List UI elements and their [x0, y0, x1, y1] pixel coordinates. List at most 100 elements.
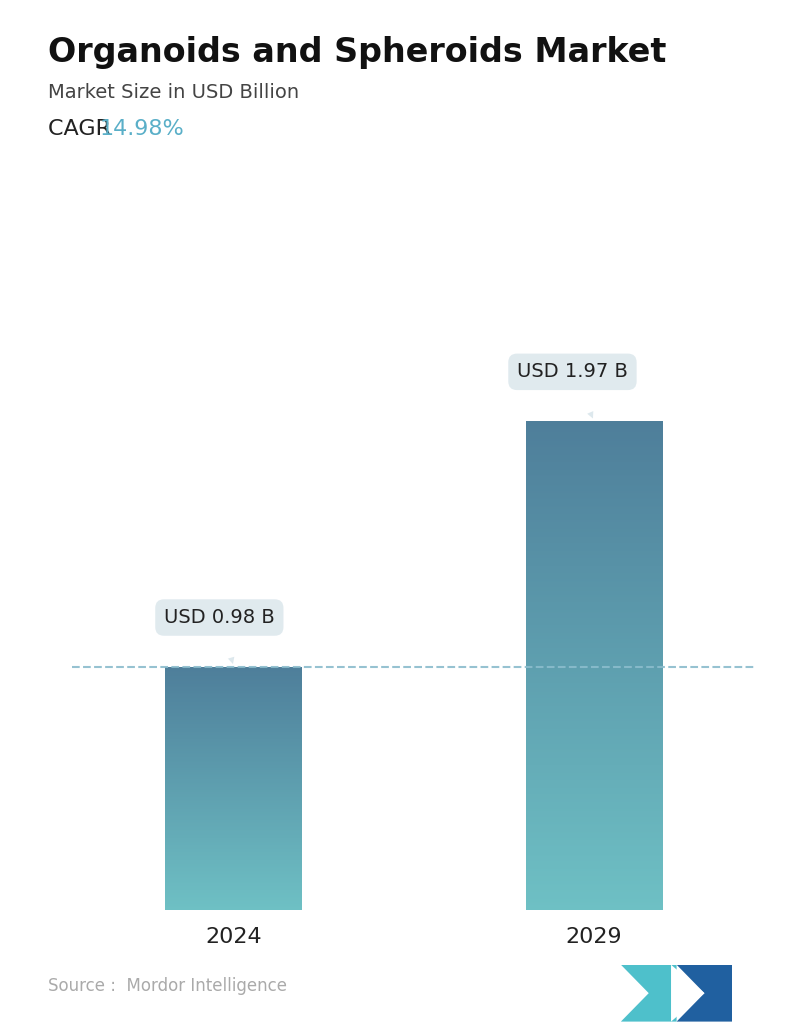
Bar [525, 450, 662, 452]
Bar [525, 646, 662, 647]
Text: USD 0.98 B: USD 0.98 B [164, 608, 275, 664]
Bar [525, 429, 662, 431]
Bar [525, 568, 662, 570]
Bar [525, 653, 662, 656]
Bar [525, 604, 662, 605]
Bar [525, 752, 662, 754]
Bar [525, 828, 662, 830]
Bar [525, 666, 662, 667]
Bar [525, 478, 662, 480]
Bar [525, 535, 662, 537]
Bar [525, 890, 662, 892]
Bar [525, 462, 662, 463]
Bar [525, 831, 662, 833]
Bar [525, 625, 662, 627]
Bar [525, 638, 662, 639]
Bar [525, 827, 662, 828]
Bar [525, 525, 662, 527]
Text: CAGR: CAGR [48, 119, 125, 139]
Bar [525, 446, 662, 447]
Bar [525, 695, 662, 697]
Bar [525, 452, 662, 454]
Bar [525, 434, 662, 435]
Bar [525, 460, 662, 462]
Bar [525, 443, 662, 444]
Bar [525, 672, 662, 673]
Bar [525, 846, 662, 848]
Bar [525, 468, 662, 469]
Bar [525, 856, 662, 858]
Bar [525, 877, 662, 879]
Bar [525, 506, 662, 508]
Bar [525, 871, 662, 873]
Bar [525, 491, 662, 493]
Bar [525, 658, 662, 659]
Bar [525, 873, 662, 874]
Bar [525, 511, 662, 512]
Bar [525, 457, 662, 458]
Bar [525, 721, 662, 723]
Bar [525, 876, 662, 877]
Bar [525, 517, 662, 519]
Bar [525, 900, 662, 902]
Bar [525, 449, 662, 451]
Bar [525, 500, 662, 503]
Bar [525, 792, 662, 794]
Bar [525, 497, 662, 499]
Bar [525, 539, 662, 540]
Text: Source :  Mordor Intelligence: Source : Mordor Intelligence [48, 977, 287, 995]
Bar [525, 693, 662, 695]
Bar [525, 783, 662, 785]
Text: USD 1.97 B: USD 1.97 B [517, 362, 628, 419]
Bar [525, 455, 662, 457]
Bar [525, 594, 662, 596]
Bar [525, 823, 662, 825]
Bar [525, 768, 662, 769]
Bar [525, 440, 662, 443]
Bar [525, 884, 662, 885]
Bar [525, 561, 662, 562]
Bar [525, 789, 662, 791]
Bar [525, 848, 662, 850]
Bar [525, 553, 662, 554]
Bar [525, 530, 662, 531]
Bar [525, 762, 662, 763]
Bar [525, 781, 662, 783]
Bar [525, 786, 662, 788]
Bar [525, 703, 662, 704]
Bar [525, 895, 662, 896]
Bar [525, 435, 662, 437]
Bar [525, 619, 662, 621]
Bar [525, 709, 662, 711]
Bar [525, 504, 662, 506]
Bar [525, 711, 662, 712]
Text: 14.98%: 14.98% [100, 119, 184, 139]
Bar [525, 599, 662, 601]
Bar [525, 758, 662, 760]
Bar [525, 685, 662, 687]
Bar [525, 874, 662, 876]
Bar [525, 677, 662, 678]
Bar [525, 839, 662, 840]
Bar [525, 636, 662, 638]
Bar [525, 590, 662, 592]
Bar [525, 750, 662, 752]
Bar [525, 805, 662, 808]
Bar [525, 659, 662, 661]
Bar [525, 496, 662, 497]
Bar [525, 432, 662, 434]
Bar [525, 754, 662, 755]
Bar [525, 673, 662, 675]
Bar [525, 865, 662, 868]
Bar [525, 585, 662, 587]
Bar [525, 574, 662, 576]
Bar [525, 573, 662, 574]
Bar [525, 825, 662, 827]
Bar [525, 692, 662, 693]
Bar [525, 447, 662, 449]
Bar [525, 540, 662, 542]
Bar [525, 509, 662, 511]
Bar [525, 892, 662, 893]
Bar [525, 444, 662, 446]
Bar [525, 769, 662, 771]
